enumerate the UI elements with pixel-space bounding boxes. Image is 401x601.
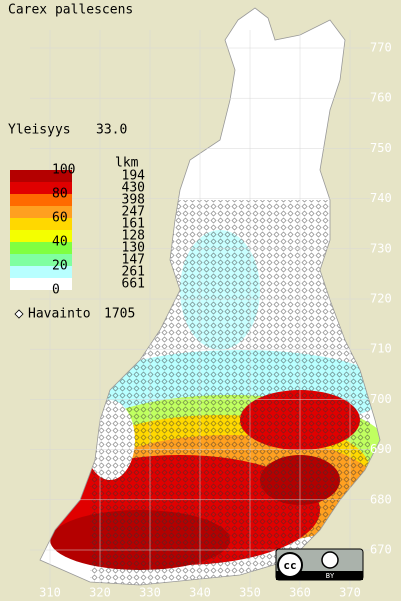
legend-count: 261 <box>122 265 145 280</box>
x-grid-label: 320 <box>89 586 111 600</box>
frequency-label: Yleisyys <box>8 123 71 138</box>
y-grid-label: 750 <box>370 141 392 155</box>
x-grid-label: 340 <box>189 586 211 600</box>
legend-scale-label: 40 <box>52 235 68 250</box>
legend-swatch <box>10 218 72 230</box>
x-grid-label: 310 <box>39 586 61 600</box>
legend-swatch <box>10 266 72 278</box>
y-grid-label: 680 <box>370 492 392 506</box>
species-title: Carex pallescens <box>8 3 133 18</box>
map-grid <box>30 30 370 590</box>
legend-swatch <box>10 170 72 182</box>
legend-count: 247 <box>122 205 145 220</box>
legend-scale-label: 0 <box>52 283 60 298</box>
legend-count: 661 <box>122 277 145 292</box>
legend-count: 130 <box>122 241 145 256</box>
legend-scale-label: 80 <box>52 187 68 202</box>
x-grid-label: 330 <box>139 586 161 600</box>
legend-count: 430 <box>122 181 145 196</box>
observation-count: 1705 <box>104 307 135 322</box>
y-grid-label: 720 <box>370 292 392 306</box>
observation-label: Havainto <box>28 307 91 322</box>
legend-swatch <box>10 206 72 218</box>
x-grid-label: 370 <box>339 586 361 600</box>
legend-count: 398 <box>122 193 145 208</box>
y-grid-label: 740 <box>370 191 392 205</box>
observation-symbol <box>14 309 24 319</box>
y-grid-label: 670 <box>370 543 392 557</box>
count-header: lkm <box>115 156 139 171</box>
legend-count: 194 <box>122 169 146 184</box>
badge-cc: cc <box>283 559 296 572</box>
x-grid-label: 360 <box>289 586 311 600</box>
y-grid-label: 760 <box>370 91 392 105</box>
frequency-value: 33.0 <box>96 123 127 138</box>
legend-swatch <box>10 230 72 242</box>
y-grid-label: 730 <box>370 241 392 255</box>
legend-swatch <box>10 182 72 194</box>
y-grid-label: 770 <box>370 41 392 55</box>
x-grid-label: 350 <box>239 586 261 600</box>
legend-swatch <box>10 254 72 266</box>
legend-scale-label: 60 <box>52 211 68 226</box>
legend-swatch <box>10 278 72 290</box>
y-grid-label: 700 <box>370 392 392 406</box>
legend-count: 128 <box>122 229 145 244</box>
y-grid-label: 690 <box>370 442 392 456</box>
legend-scale-label: 20 <box>52 259 68 274</box>
legend-count: 147 <box>122 253 145 268</box>
badge-by: BY <box>326 572 335 580</box>
legend-swatch <box>10 242 72 254</box>
legend-swatch <box>10 194 72 206</box>
license-badge: cc BY <box>275 548 364 581</box>
legend-count: 161 <box>122 217 145 232</box>
y-grid-label: 710 <box>370 342 392 356</box>
legend-scale-label: 100 <box>52 163 75 178</box>
